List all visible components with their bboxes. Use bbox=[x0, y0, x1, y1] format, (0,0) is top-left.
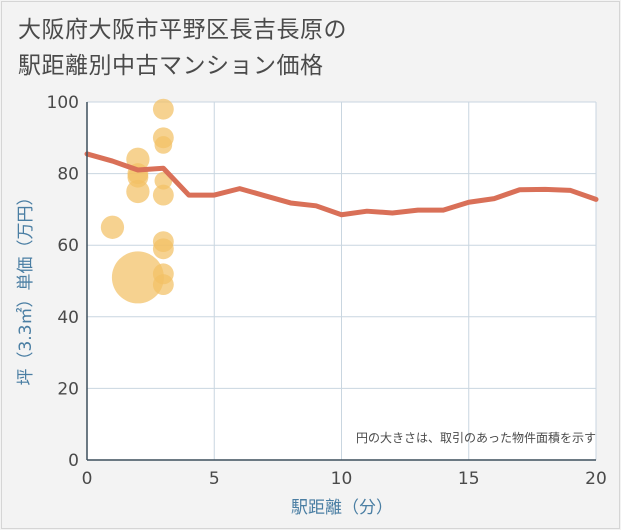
y-tick-label: 60 bbox=[57, 236, 79, 256]
y-tick-label: 40 bbox=[57, 308, 79, 328]
y-axis-label: 坪（3.3㎡）単価（万円） bbox=[16, 188, 36, 385]
x-tick-label: 15 bbox=[458, 469, 480, 489]
bubble-point bbox=[126, 179, 150, 204]
x-tick-label: 10 bbox=[331, 469, 353, 489]
y-tick-label: 80 bbox=[57, 165, 79, 185]
title-line-1: 大阪府大阪市平野区長吉長原の bbox=[18, 17, 347, 43]
trend-layer bbox=[84, 151, 599, 218]
tick-labels: 0 20 40 60 80 100 0 5 10 15 20 bbox=[47, 93, 607, 489]
x-tick-label: 20 bbox=[585, 469, 607, 489]
y-tick-label: 0 bbox=[68, 451, 79, 471]
size-note: 円の大きさは、取引のあった物件面積を示す bbox=[356, 430, 596, 445]
bubble-layer bbox=[100, 98, 174, 304]
x-tick-label: 0 bbox=[82, 469, 93, 489]
bubble-point bbox=[152, 184, 174, 206]
bubble-point bbox=[152, 238, 174, 260]
bubble-point bbox=[111, 251, 164, 304]
axes bbox=[86, 102, 596, 461]
y-tick-label: 100 bbox=[47, 93, 79, 113]
bubble-point bbox=[152, 274, 174, 296]
bubble-point bbox=[100, 215, 125, 239]
x-tick-label: 5 bbox=[209, 469, 220, 489]
x-axis-label: 駅距離（分） bbox=[291, 498, 393, 518]
chart-title: 大阪府大阪市平野区長吉長原の 駅距離別中古マンション価格 bbox=[18, 12, 347, 84]
title-line-2: 駅距離別中古マンション価格 bbox=[18, 53, 324, 79]
trend-line bbox=[84, 151, 599, 218]
y-tick-label: 20 bbox=[57, 379, 79, 399]
bubble-point bbox=[152, 98, 174, 120]
bubble-point bbox=[154, 136, 173, 154]
